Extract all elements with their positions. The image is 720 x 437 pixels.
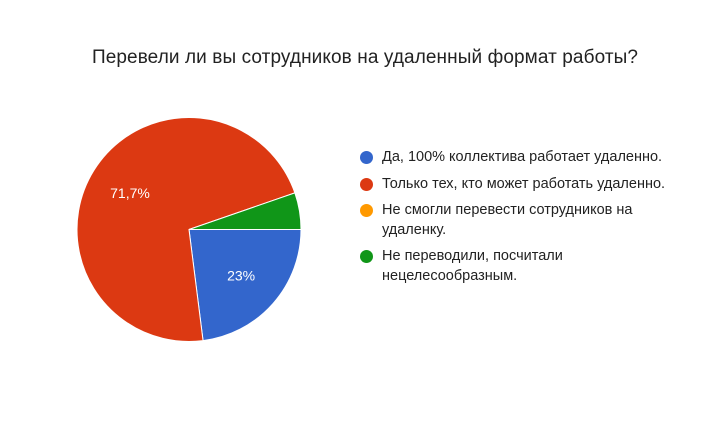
legend-label: Только тех, кто может работать удаленно. <box>382 175 666 192</box>
legend-marker-icon <box>360 177 373 191</box>
pie-slice[interactable] <box>188 229 302 342</box>
pie-slice[interactable] <box>188 192 302 230</box>
chart-title: Перевели ли вы сотрудников на удаленный … <box>91 47 639 68</box>
legend-item[interactable]: Да, 100% коллектива работает удаленно. <box>358 148 678 168</box>
legend: Да, 100% коллектива работает удаленно. Т… <box>358 148 678 293</box>
legend-marker-icon <box>360 151 373 164</box>
legend-label: Не переводили, посчитали нецелесообразны… <box>382 248 563 284</box>
legend-label: Не смогли перевести сотрудников на удале… <box>382 202 633 238</box>
slice-value-label: 23% <box>227 267 255 283</box>
legend-item[interactable]: Не переводили, посчитали нецелесообразны… <box>358 247 678 286</box>
legend-marker-icon <box>360 204 373 217</box>
slice-value-label: 71,7% <box>110 185 150 201</box>
pie-slice[interactable] <box>76 117 296 342</box>
legend-marker-icon <box>360 250 373 263</box>
legend-item[interactable]: Только тех, кто может работать удаленно. <box>358 175 678 195</box>
legend-item[interactable]: Не смогли перевести сотрудников на удале… <box>358 201 678 240</box>
legend-label: Да, 100% коллектива работает удаленно. <box>382 149 663 165</box>
